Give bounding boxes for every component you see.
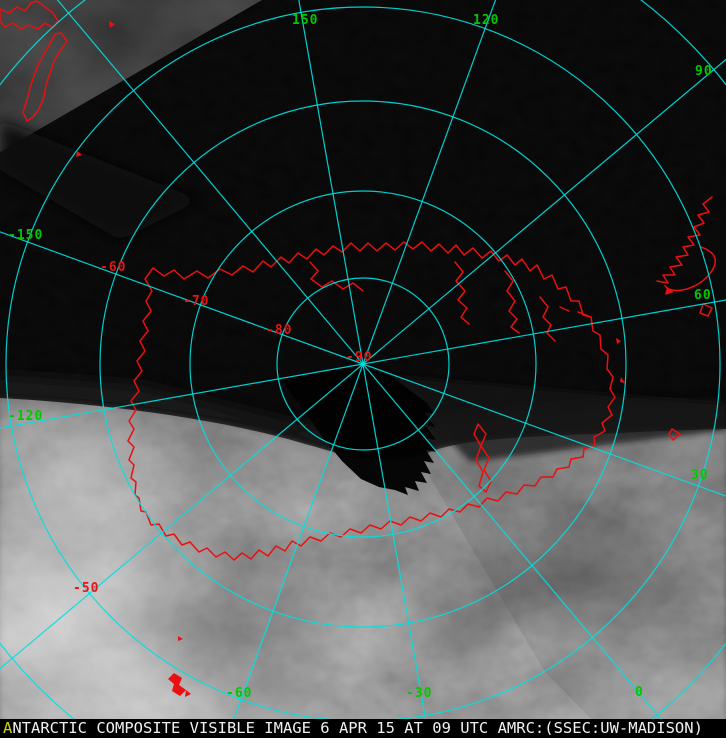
latitude-circle--60 — [99, 100, 627, 628]
antarctica-coastline — [127, 241, 616, 561]
longitude-label--30: -30 — [406, 686, 433, 701]
coast-detail-3 — [539, 296, 556, 342]
longitude-radial-60 — [362, 299, 726, 365]
latitude-label--50: -50 — [73, 581, 100, 596]
coastline-overlay — [0, 0, 716, 697]
caption-bar: ANTARCTIC COMPOSITE VISIBLE IMAGE 6 APR … — [0, 719, 726, 738]
longitude-radial-150 — [298, 0, 364, 365]
kerguelen-islands — [656, 196, 716, 292]
longitude-label-120: 120 — [473, 13, 500, 28]
new-zealand-north-island — [0, 0, 59, 30]
no-data-wedge — [282, 365, 436, 495]
longitude-radial-120 — [362, 0, 497, 365]
coast-dashes — [559, 306, 589, 317]
longitude-label-60: 60 — [694, 288, 712, 303]
latitude-label--90: -90 — [346, 350, 373, 365]
marion-island — [668, 428, 681, 441]
composite-seam-right — [363, 398, 726, 738]
latitude-circle--70 — [189, 190, 537, 538]
caption-text: NTARCTIC COMPOSITE VISIBLE IMAGE 6 APR 1… — [12, 719, 703, 737]
longitude-radial-30 — [362, 363, 726, 497]
longitude-radial--150 — [0, 231, 364, 365]
ice-shelf-edge — [309, 261, 364, 292]
latitude-label--60: -60 — [100, 260, 127, 275]
longitude-label-90: 90 — [695, 64, 713, 79]
longitude-radial-90 — [362, 58, 726, 365]
longitude-label-30: 30 — [691, 468, 709, 483]
new-zealand-south-island — [22, 32, 68, 122]
longitude-radial--60 — [226, 363, 364, 738]
longitude-radial--90 — [0, 363, 364, 670]
small-island-1 — [665, 287, 674, 295]
latitude-circle--80 — [276, 277, 450, 451]
composite-seam-left — [0, 398, 363, 738]
coast-detail-1 — [454, 261, 470, 325]
longitude-radial-180 — [56, 0, 364, 365]
latitude-label--70: -70 — [183, 294, 210, 309]
caption-first-letter: A — [3, 719, 13, 737]
longitude-label--120: -120 — [8, 409, 44, 424]
longitude-label--60: -60 — [226, 686, 253, 701]
longitude-radial-0 — [362, 363, 678, 738]
ice-tongue — [473, 423, 492, 493]
heard-island — [699, 303, 713, 317]
twilight-sector — [390, 376, 726, 462]
latitude-label--80: -80 — [266, 323, 293, 338]
longitude-label-150: 150 — [292, 13, 319, 28]
coast-detail-2 — [504, 270, 520, 334]
longitude-label--150: -150 — [8, 228, 44, 243]
longitude-label-0: 0 — [635, 685, 644, 700]
longitude-radial--30 — [362, 363, 430, 738]
longitude-radial--120 — [0, 363, 364, 429]
island-cluster-bottom-left — [168, 673, 191, 697]
